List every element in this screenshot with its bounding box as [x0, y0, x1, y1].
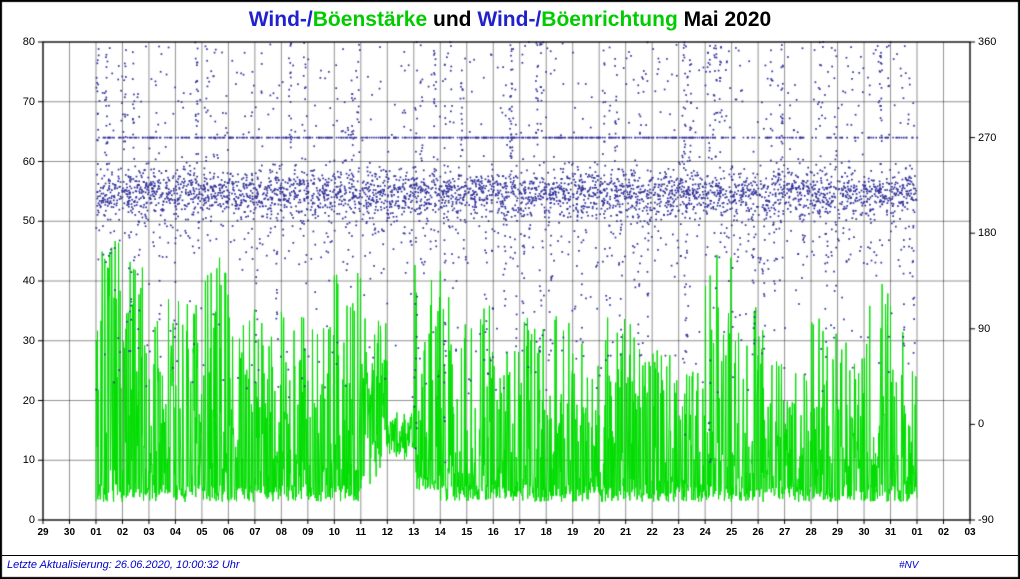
footer-bar: Letzte Aktualisierung: 26.06.2020, 10:00… [2, 555, 1018, 577]
last-update-text: Letzte Aktualisierung: 26.06.2020, 10:00… [7, 559, 240, 571]
title-seg-0: Wind-/ [248, 8, 313, 31]
title-seg-4: Böenrichtung [541, 8, 678, 31]
title-seg-3: Wind-/ [477, 8, 542, 31]
title-seg-2: und [427, 8, 478, 31]
chart-title: Wind-/Böenstärke und Wind-/Böenrichtung … [0, 8, 1020, 32]
title-seg-5: Mai 2020 [677, 8, 772, 31]
title-seg-1: Böenstärke [312, 8, 428, 31]
nv-label: #NV [899, 560, 919, 571]
